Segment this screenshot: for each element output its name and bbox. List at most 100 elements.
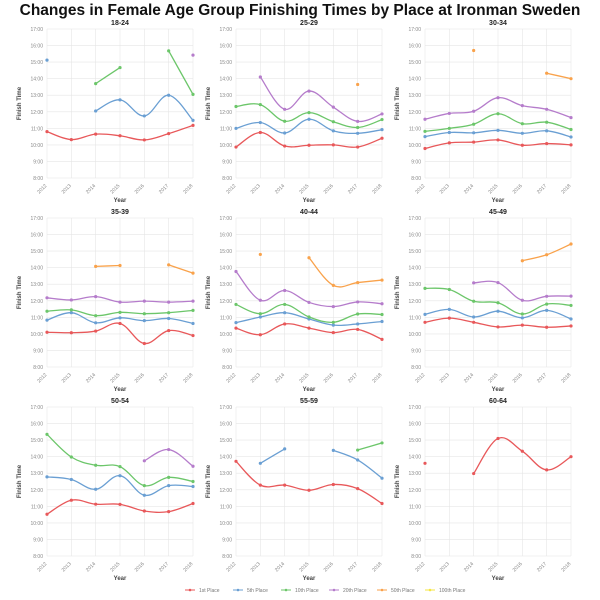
data-point <box>423 312 427 316</box>
y-tick-label: 8:00 <box>33 176 43 182</box>
data-point <box>191 123 195 127</box>
y-tick-label: 12:00 <box>408 488 421 494</box>
data-point <box>307 117 311 121</box>
data-point <box>234 459 238 463</box>
data-point <box>142 459 146 463</box>
data-point <box>496 138 500 142</box>
data-point <box>380 501 384 506</box>
data-point <box>520 312 524 316</box>
data-point <box>283 447 287 451</box>
panel-25-29: 25-29 8:00 9:00 10:00 11:00 12:00 13:00 14:00 15… <box>206 20 384 204</box>
y-tick-label: 13:00 <box>408 471 421 477</box>
panel-title: 55-59 <box>300 398 318 405</box>
y-tick-label: 17:00 <box>30 405 43 411</box>
x-tick-label: 2013 <box>439 372 451 384</box>
data-point <box>520 298 524 302</box>
y-tick-label: 11:00 <box>31 126 43 132</box>
data-point <box>331 120 335 124</box>
data-point <box>69 308 73 312</box>
data-point <box>118 134 122 138</box>
data-point <box>94 502 98 506</box>
panel-title: 45-49 <box>489 209 507 216</box>
data-point <box>545 120 549 124</box>
x-tick-label: 2013 <box>61 183 73 195</box>
data-point <box>191 321 195 326</box>
y-tick-label: 16:00 <box>408 233 421 239</box>
data-point <box>234 326 238 330</box>
legend-item: 100th Place <box>425 588 466 594</box>
y-tick-label: 13:00 <box>30 93 43 99</box>
panel-18-24: 18-24 8:00 9:00 10:00 11:00 12:00 13:00 14:00 15… <box>17 20 195 204</box>
y-tick-label: 12:00 <box>30 110 43 116</box>
legend: 1st Place 5th Place 10th Place 20th Place 50… <box>185 588 466 594</box>
y-axis-label: Finish Time <box>17 464 23 498</box>
y-axis-label: Finish Time <box>206 86 212 120</box>
data-point <box>142 299 146 303</box>
x-tick-label: 2012 <box>36 561 48 573</box>
x-tick-label: 2016 <box>134 183 146 195</box>
data-point <box>167 300 171 304</box>
data-point <box>356 125 360 130</box>
y-tick-label: 8:00 <box>411 176 421 182</box>
y-tick-label: 17:00 <box>408 216 421 222</box>
data-point <box>472 140 476 144</box>
y-tick-label: 11:00 <box>220 504 232 510</box>
x-tick-label: 2012 <box>414 561 426 573</box>
data-point <box>69 498 73 502</box>
y-tick-label: 12:00 <box>219 488 232 494</box>
y-tick-label: 8:00 <box>222 554 232 560</box>
x-tick-label: 2015 <box>298 561 310 573</box>
x-tick-label: 2018 <box>560 372 572 384</box>
data-point <box>569 77 573 81</box>
y-tick-label: 14:00 <box>219 455 232 461</box>
data-point <box>94 82 98 86</box>
x-tick-label: 2012 <box>225 561 237 573</box>
series-line <box>259 76 383 123</box>
data-point <box>283 483 287 487</box>
series-line <box>357 442 383 451</box>
data-point <box>356 322 360 326</box>
data-point <box>356 487 360 491</box>
legend-label: 100th Place <box>439 588 466 594</box>
data-point <box>545 253 549 257</box>
data-point <box>258 461 262 465</box>
data-point <box>447 316 451 320</box>
y-tick-label: 17:00 <box>219 27 232 33</box>
y-tick-label: 13:00 <box>219 282 232 288</box>
data-point <box>356 300 360 304</box>
data-point <box>380 128 384 132</box>
data-point <box>520 104 524 108</box>
y-tick-label: 17:00 <box>30 27 43 33</box>
series-line <box>168 264 194 274</box>
y-tick-label: 11:00 <box>409 315 421 321</box>
data-point <box>331 105 335 109</box>
y-tick-label: 14:00 <box>408 77 421 83</box>
data-point <box>307 89 311 93</box>
x-tick-label: 2018 <box>371 372 383 384</box>
data-point <box>307 488 311 492</box>
data-point <box>569 317 573 321</box>
y-tick-label: 16:00 <box>219 422 232 428</box>
data-point <box>520 122 524 126</box>
x-tick-label: 2016 <box>323 372 335 384</box>
data-point <box>258 298 262 302</box>
data-point <box>423 146 427 151</box>
data-point <box>45 130 49 134</box>
panel-title: 40-44 <box>300 209 318 216</box>
data-point <box>331 283 335 287</box>
x-tick-label: 2012 <box>414 183 426 195</box>
data-point <box>283 107 287 111</box>
y-tick-label: 15:00 <box>408 60 421 66</box>
y-tick-label: 9:00 <box>411 159 421 165</box>
x-tick-label: 2017 <box>536 183 548 195</box>
data-point <box>167 263 171 267</box>
data-point <box>167 132 171 136</box>
y-tick-label: 11:00 <box>220 126 232 132</box>
x-tick-label: 2012 <box>36 372 48 384</box>
data-point <box>472 320 476 324</box>
data-point <box>167 510 171 514</box>
y-tick-label: 9:00 <box>222 159 232 165</box>
data-point <box>118 65 122 70</box>
y-tick-label: 15:00 <box>30 249 43 255</box>
y-axis-label: Finish Time <box>17 275 23 309</box>
